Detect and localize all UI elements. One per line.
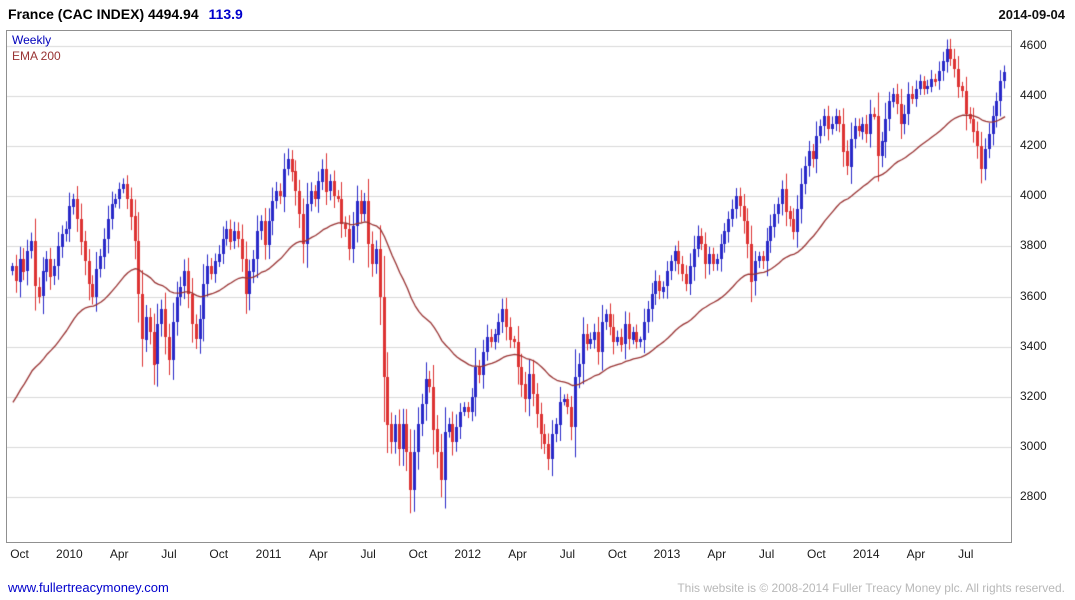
x-axis-label: Apr — [508, 547, 527, 561]
x-axis-label: Oct — [607, 547, 627, 561]
x-axis-label: Oct — [209, 547, 229, 561]
y-axis-label: 4400 — [1020, 88, 1047, 103]
x-axis-label: 2011 — [255, 547, 282, 561]
y-axis-label: 4000 — [1020, 188, 1047, 203]
x-axis-label: Jul — [958, 547, 974, 561]
price-chart-canvas[interactable] — [7, 31, 1011, 542]
chart-title: France (CAC INDEX) 4494.94 — [8, 6, 199, 22]
title-group: France (CAC INDEX) 4494.94 113.9 — [8, 6, 243, 22]
y-axis-label: 3200 — [1020, 388, 1047, 403]
chart-date: 2014-09-04 — [998, 7, 1066, 22]
x-axis-label: Apr — [906, 547, 926, 561]
x-axis-label: 2012 — [454, 547, 482, 561]
x-axis-label: 2013 — [653, 547, 681, 561]
x-axis-label: Oct — [10, 547, 29, 561]
x-axis-label: Jul — [758, 547, 775, 561]
legend-ema-label: EMA 200 — [12, 49, 61, 63]
y-axis-label: 4200 — [1020, 138, 1047, 153]
legend-weekly-label: Weekly — [12, 33, 52, 47]
price-chart-plot[interactable]: Weekly EMA 200 — [6, 30, 1012, 543]
chart-footer: www.fullertreacymoney.com This website i… — [8, 580, 1065, 595]
y-axis-label: 3600 — [1020, 288, 1047, 303]
y-axis-label: 3400 — [1020, 338, 1047, 353]
chart-change-value: 113.9 — [208, 6, 243, 22]
chart-legend: Weekly EMA 200 — [12, 32, 61, 64]
x-axis-label: Jul — [360, 547, 376, 561]
copyright-text: This website is © 2008-2014 Fuller Treac… — [677, 581, 1065, 595]
y-axis-label: 3000 — [1020, 438, 1047, 453]
y-axis-label: 3800 — [1020, 238, 1047, 253]
x-axis-label: Apr — [309, 547, 328, 561]
y-axis-label: 4600 — [1020, 38, 1047, 53]
x-axis-label: Oct — [807, 547, 826, 561]
x-axis-label: Apr — [109, 547, 129, 561]
x-axis-label: 2014 — [852, 547, 880, 561]
x-axis-label: Oct — [408, 547, 428, 561]
x-axis-label: Jul — [559, 547, 576, 561]
x-axis-label: Apr — [707, 547, 727, 561]
x-axis-label: 2010 — [56, 547, 83, 561]
x-axis-label: Jul — [161, 547, 177, 561]
chart-header: France (CAC INDEX) 4494.94 113.9 2014-09… — [8, 6, 1065, 22]
y-axis-label: 2800 — [1020, 488, 1047, 503]
website-link[interactable]: www.fullertreacymoney.com — [8, 580, 169, 595]
